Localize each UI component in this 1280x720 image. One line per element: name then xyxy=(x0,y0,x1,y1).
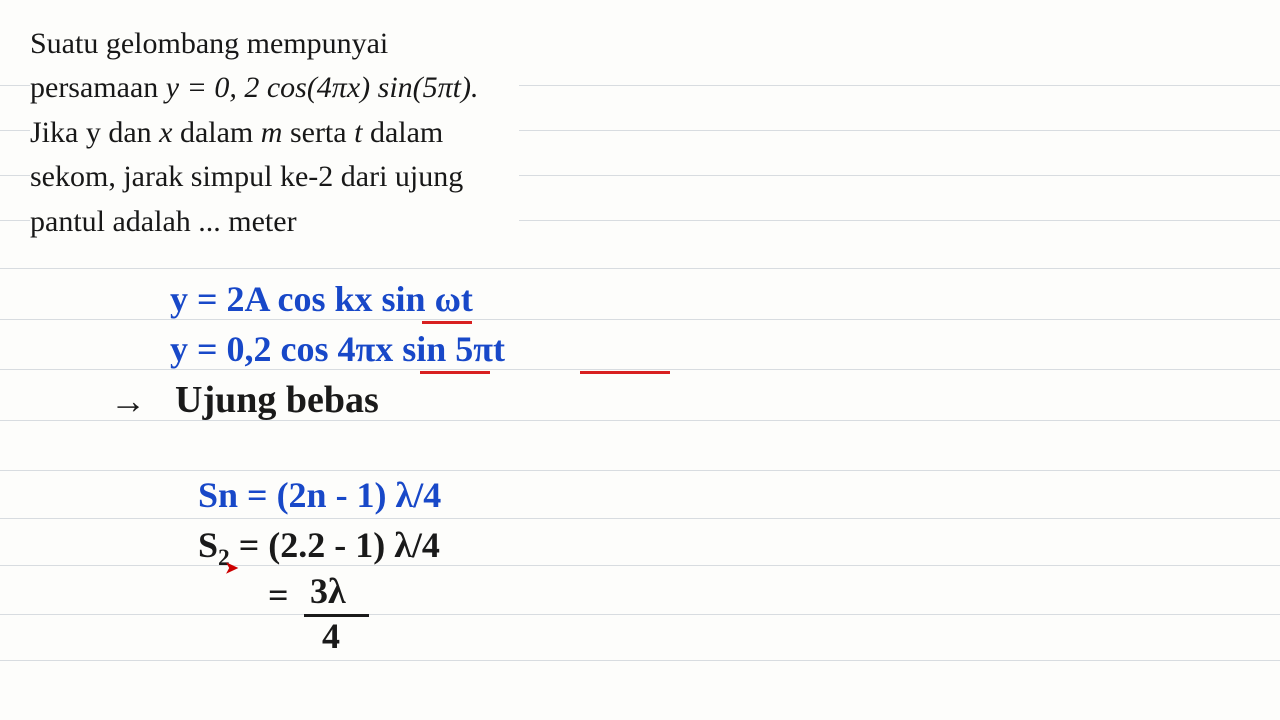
underline-kx xyxy=(422,321,472,324)
underline-4pix xyxy=(420,371,490,374)
equation-result-denominator: 4 xyxy=(322,615,340,657)
problem-line-4: sekom, jarak simpul ke-2 dari ujung xyxy=(30,155,479,199)
note-ujung-bebas: Ujung bebas xyxy=(175,378,379,422)
problem-line-2: persamaan y = 0, 2 cos(4πx) sin(5πt). xyxy=(30,66,479,110)
equation-result-eq: = xyxy=(268,574,289,616)
problem-statement: Suatu gelombang mempunyai persamaan y = … xyxy=(30,22,519,244)
equation-given: y = 0,2 cos 4πx sin 5πt xyxy=(170,328,505,370)
arrow-icon: → xyxy=(110,380,146,422)
problem-line-1: Suatu gelombang mempunyai xyxy=(30,22,479,66)
underline-5pit xyxy=(580,371,670,374)
equation-general-form: y = 2A cos kx sin ωt xyxy=(170,278,473,320)
cursor-icon: ➤ xyxy=(225,558,238,578)
equation-result-numerator: 3λ xyxy=(310,570,346,612)
equation-sn: Sn = (2n - 1) λ/4 xyxy=(198,474,441,516)
problem-line-3: Jika y dan x dalam m serta t dalam xyxy=(30,111,479,155)
problem-line-5: pantul adalah ... meter xyxy=(30,200,479,244)
